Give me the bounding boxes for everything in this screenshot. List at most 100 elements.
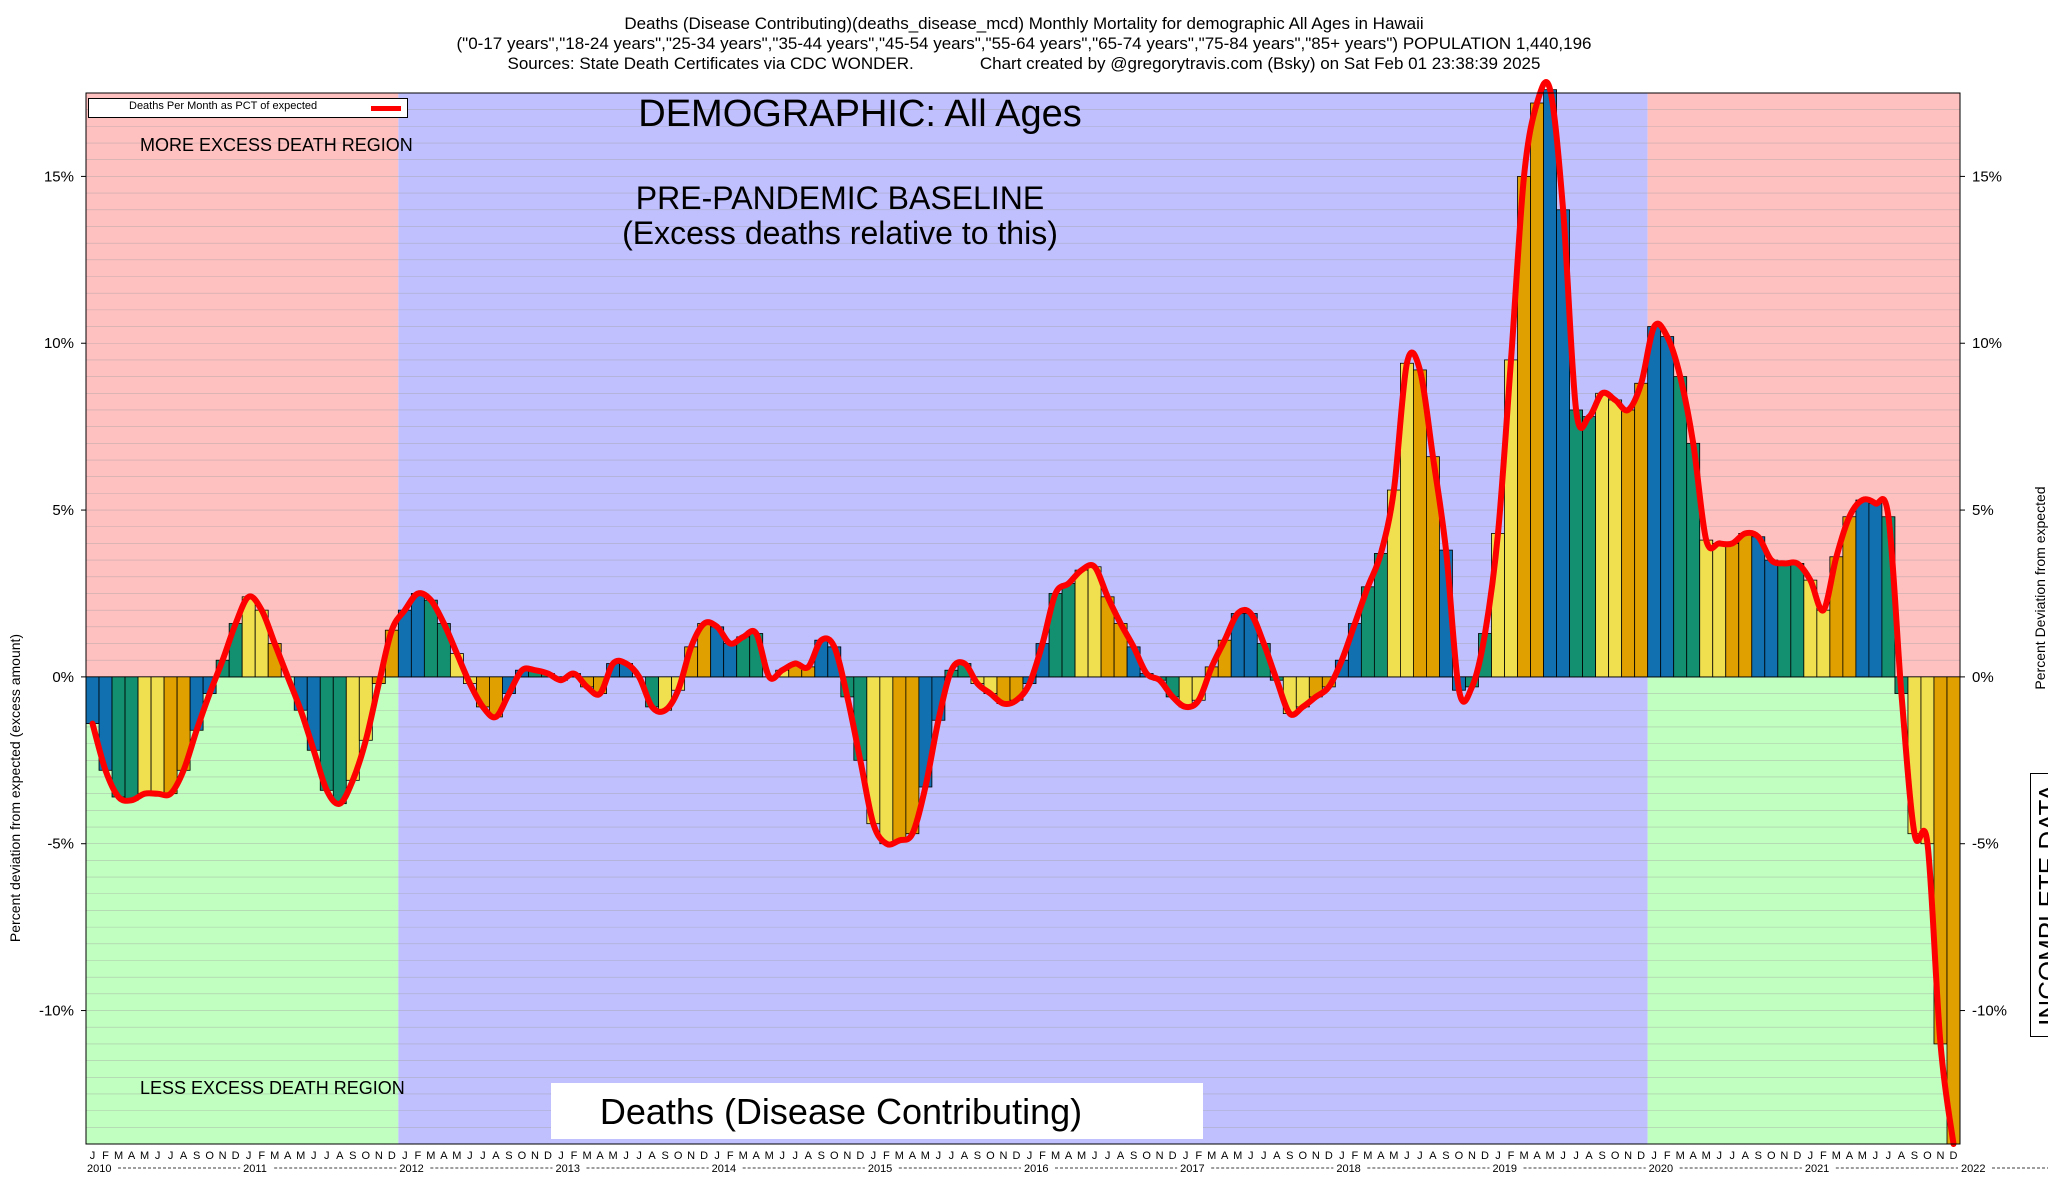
bar (150, 676, 165, 795)
legend-label: Deaths Per Month as PCT of expected (129, 100, 318, 112)
x-month-label: O (1767, 1150, 1776, 1162)
x-month-label: J (1886, 1150, 1892, 1162)
x-month-label: J (1495, 1150, 1501, 1162)
incomplete-data-label: INCOMPLETE DATA (2030, 773, 2048, 1037)
legend-line-swatch (371, 106, 401, 111)
y-tick-label-right: -5% (1972, 836, 1999, 853)
x-month-label: M (582, 1150, 591, 1162)
bar (1608, 399, 1623, 678)
x-month-label: A (128, 1150, 136, 1162)
x-month-label: A (1065, 1150, 1073, 1162)
x-month-label: O (1455, 1150, 1464, 1162)
x-month-label: D (1950, 1150, 1958, 1162)
x-month-label: F (1039, 1150, 1046, 1162)
x-month-label: S (1911, 1150, 1918, 1162)
x-month-label: J (1404, 1150, 1410, 1162)
bar (1595, 392, 1610, 678)
bar (1621, 409, 1636, 678)
y-tick-label-left: 15% (44, 168, 74, 185)
bar (1738, 533, 1753, 678)
x-month-label: F (883, 1150, 890, 1162)
y-tick-label-right: 10% (1972, 335, 2002, 352)
bar (892, 676, 907, 841)
x-month-label: A (440, 1150, 448, 1162)
bar (111, 676, 126, 798)
x-month-label: M (1363, 1150, 1372, 1162)
x-month-label: A (909, 1150, 917, 1162)
x-month-label: N (1312, 1150, 1320, 1162)
x-month-label: J (1873, 1150, 1879, 1162)
x-month-label: J (246, 1150, 252, 1162)
bar (137, 676, 152, 795)
y-tick-label-left: -10% (39, 1003, 74, 1020)
x-month-label: F (102, 1150, 109, 1162)
x-month-label: D (1481, 1150, 1489, 1162)
x-month-label: M (452, 1150, 461, 1162)
x-month-label: S (349, 1150, 356, 1162)
bar (1816, 609, 1831, 678)
x-month-label: N (1780, 1150, 1788, 1162)
bar (1582, 416, 1597, 678)
x-month-label: M (1233, 1150, 1242, 1162)
x-month-label: A (284, 1150, 292, 1162)
x-month-label: S (1598, 1150, 1605, 1162)
demographic-label: DEMOGRAPHIC: All Ages (638, 93, 1082, 135)
x-month-label: O (362, 1150, 371, 1162)
y-axis-label-right: Percent Deviation from expected (2032, 486, 2048, 690)
x-month-label: M (1051, 1150, 1060, 1162)
bar (1751, 536, 1766, 678)
x-month-label: S (1442, 1150, 1449, 1162)
x-month-label: M (1676, 1150, 1685, 1162)
x-year-label: 2017 (1180, 1163, 1204, 1175)
x-month-label: A (1690, 1150, 1698, 1162)
x-year-label: 2015 (868, 1163, 892, 1175)
bar (1647, 326, 1662, 678)
x-month-label: M (1077, 1150, 1086, 1162)
x-month-label: D (388, 1150, 396, 1162)
x-month-label: M (426, 1150, 435, 1162)
less-excess-region-label: LESS EXCESS DEATH REGION (140, 1078, 405, 1098)
bar (879, 676, 894, 845)
x-month-label: J (168, 1150, 174, 1162)
bar (332, 676, 347, 805)
x-month-label: A (1585, 1150, 1593, 1162)
x-month-label: J (311, 1150, 317, 1162)
x-month-label: J (1716, 1150, 1722, 1162)
x-month-label: S (505, 1150, 512, 1162)
bar (1634, 382, 1649, 678)
x-month-label: M (1207, 1150, 1216, 1162)
bar (1569, 409, 1583, 678)
x-year-label: 2019 (1493, 1163, 1517, 1175)
x-month-label: N (1624, 1150, 1632, 1162)
y-tick-label-left: -5% (47, 836, 74, 853)
x-month-label: A (1742, 1150, 1750, 1162)
x-month-label: M (739, 1150, 748, 1162)
x-month-label: J (714, 1150, 720, 1162)
y-ticks-left: -10% -5% 0% 5% 10% 15% (39, 168, 86, 1020)
y-tick-label-left: 10% (44, 335, 74, 352)
bar (1543, 89, 1557, 678)
x-month-label: M (765, 1150, 774, 1162)
x-month-label: A (180, 1150, 188, 1162)
x-month-label: F (1664, 1150, 1671, 1162)
x-month-label: M (296, 1150, 305, 1162)
x-month-label: J (949, 1150, 955, 1162)
x-month-label: N (1156, 1150, 1164, 1162)
x-month-label: F (1351, 1150, 1358, 1162)
x-month-label: D (700, 1150, 708, 1162)
bar (124, 676, 139, 801)
x-month-label: J (155, 1150, 161, 1162)
x-year-label: 2018 (1336, 1163, 1360, 1175)
x-month-label: F (1508, 1150, 1515, 1162)
y-tick-label-right: 15% (1972, 168, 2002, 185)
x-month-label: N (843, 1150, 851, 1162)
x-month-label: D (1169, 1150, 1177, 1162)
x-month-label: J (793, 1150, 799, 1162)
x-year-label: 2014 (712, 1163, 736, 1175)
bar (1790, 563, 1805, 678)
x-month-label: F (571, 1150, 578, 1162)
bottom-title-box: Deaths (Disease Contributing) (551, 1083, 1203, 1139)
x-month-label: J (90, 1150, 96, 1162)
x-month-label: J (1808, 1150, 1814, 1162)
